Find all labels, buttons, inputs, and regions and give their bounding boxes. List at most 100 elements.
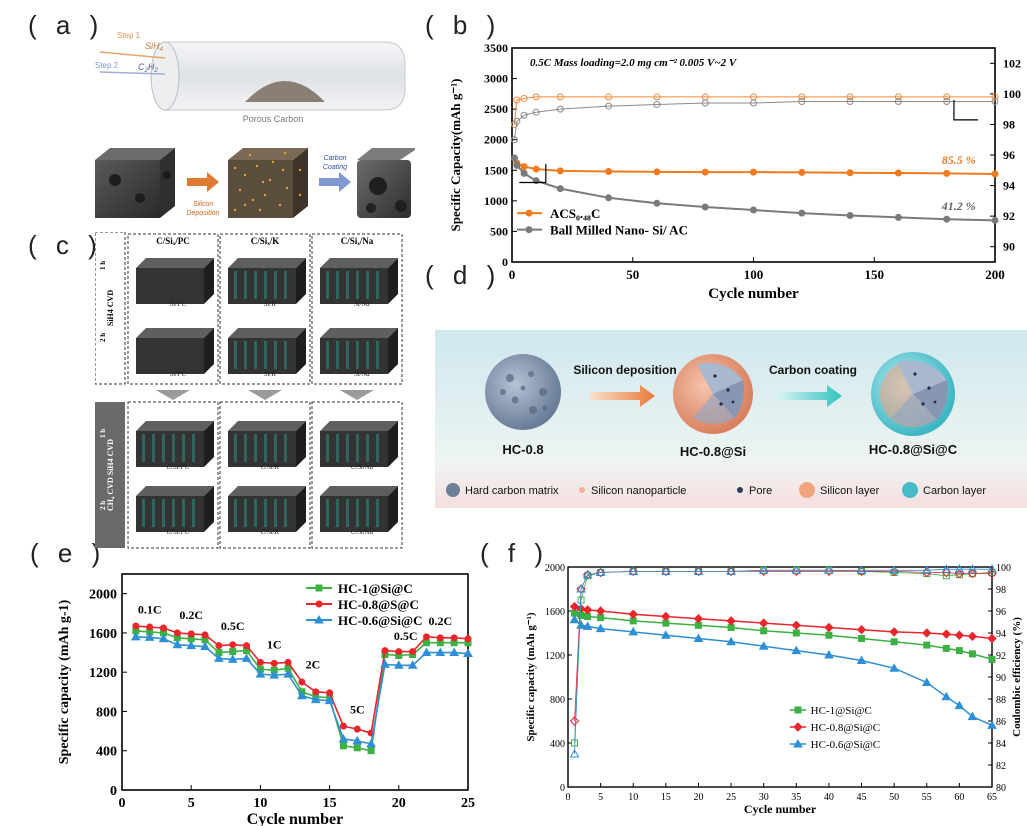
chart-f-point (661, 566, 671, 577)
chart-e-ytick-label: 0 (110, 784, 117, 799)
chart-f-ylabel: Specific capacity (mAh g⁻¹) (525, 612, 537, 742)
chart-f-y2tick-label: 80 (996, 783, 1006, 794)
hc-particle (485, 354, 561, 430)
chart-b-xtick-label: 50 (626, 267, 639, 282)
chart-f-line-5 (574, 568, 992, 755)
panel-c-bar-label: Si/Na (354, 370, 370, 378)
chart-f-xtick-label: 20 (693, 792, 703, 803)
chart-f-point (954, 564, 965, 573)
chart-f-point (726, 566, 736, 575)
panel-c-pore-channel (254, 499, 257, 527)
chart-b-point (532, 93, 540, 101)
panel-c-pore-channel (142, 499, 145, 527)
chart-e-point (422, 639, 430, 647)
chart-e-point (353, 744, 361, 752)
chart-b-line-3 (513, 101, 995, 140)
chart-b-y2tick-label: 96 (1003, 148, 1015, 162)
chart-f-point (569, 748, 580, 758)
chart-b-xlabel: Cycle number (708, 286, 799, 302)
chart-e-point (146, 623, 154, 631)
chart-b-ytick-label: 0 (502, 255, 508, 269)
chart-b-point (510, 136, 518, 144)
panel-c-bar-label: C/Si/K (261, 528, 280, 536)
chart-e-rate-label: 5C (350, 702, 365, 716)
chart-f-y2tick-label: 84 (996, 739, 1006, 750)
chart-e-point (312, 688, 320, 696)
chart-f-point (693, 613, 704, 624)
chart-e-xtick-label: 0 (119, 796, 126, 811)
chart-b-point (520, 169, 528, 177)
svg-text:Silicon: Silicon (193, 201, 214, 208)
chart-f-point (856, 624, 867, 635)
chart-f-point (889, 565, 900, 574)
chart-b-point (653, 199, 661, 207)
chart-f-point (760, 627, 768, 635)
panel-c-pore-channel (376, 434, 379, 462)
chart-f-point (942, 644, 950, 652)
panel-c-pore-channel (182, 499, 185, 527)
chart-b: 0 50 100 150 2000500100015002000250030003500… (448, 41, 1021, 302)
chart-f-point (693, 633, 704, 642)
panel-c-bar-side (296, 258, 306, 304)
chart-e-rate-label: 0.5C (221, 619, 245, 633)
hc-si-particle (673, 354, 753, 434)
chart-f-point (582, 621, 593, 630)
chart-b-point (520, 94, 528, 102)
panel-c-bar-top (228, 258, 306, 268)
chart-f-point (889, 663, 900, 672)
chart-e-point (367, 747, 375, 755)
chart-b-series-3 (510, 98, 999, 144)
panel-c-row-label: 1 h (99, 429, 107, 438)
chart-e-point (215, 642, 223, 650)
panel-c-pore-channel (152, 499, 155, 527)
panel-c-carbon-bar: C/Si/PC (136, 486, 214, 536)
chart-f-y2tick-label: 100 (996, 563, 1011, 574)
chart-f-xtick-label: 5 (598, 792, 603, 803)
chart-e-legend-label: HC-0.6@Si@C (338, 613, 423, 628)
chart-b-point (556, 185, 564, 193)
chart-b-y2tick-label: 90 (1003, 240, 1015, 254)
chart-b-point (991, 98, 999, 105)
chart-b-point (605, 93, 613, 101)
svg-text:Deposition: Deposition (186, 210, 219, 217)
chart-f-point (923, 641, 931, 649)
panel-c-pore-channel (172, 434, 175, 462)
panel-c-row-label: 1 h (99, 261, 107, 270)
panel-c-bar-side (204, 328, 214, 374)
chart-e-point (366, 738, 376, 748)
chart-e-series-2 (130, 631, 473, 748)
chart-b-xtick-label: 0 (509, 267, 516, 282)
panel-c-bar-side (388, 258, 398, 304)
panel-c-bar-side (296, 328, 306, 374)
panel-c-bar-side (204, 258, 214, 304)
panel-c-pore-channel (346, 271, 349, 299)
chart-b-series-0 (510, 154, 999, 178)
chart-e-rate-label: 0.5C (394, 629, 418, 643)
chart-b-point (556, 93, 564, 101)
panel-c-pore-channel (274, 499, 277, 527)
chart-f-xtick-label: 15 (661, 792, 671, 803)
panel-c-pore-channel (284, 499, 287, 527)
panel-c-bar-side (204, 486, 214, 532)
chart-b-point (513, 161, 521, 169)
chart-f-point (726, 636, 736, 646)
chart-e-legend-marker (315, 600, 323, 608)
chart-f-line-2 (574, 619, 993, 727)
chart-f-xtick-label: 0 (566, 792, 571, 803)
chart-e-point (463, 648, 473, 658)
chart-f-point (889, 627, 899, 637)
chart-b-point (520, 111, 528, 119)
chart-b-xtick-label: 150 (865, 267, 885, 282)
chart-e-point (449, 647, 460, 657)
panel-c-pore-channel (326, 499, 329, 527)
chart-e-point (229, 648, 237, 656)
chart-b-point (846, 212, 854, 220)
chart-e-point (450, 634, 458, 642)
chart-e-point (186, 640, 197, 650)
chart-f-point (726, 566, 736, 577)
panel-c-col-title: C/Siₓ/Na (341, 236, 374, 246)
chart-e-point (241, 653, 252, 662)
chart-e-series-1 (132, 622, 472, 737)
panel-c-pore-channel (376, 499, 379, 527)
chart-f-point (569, 716, 580, 726)
